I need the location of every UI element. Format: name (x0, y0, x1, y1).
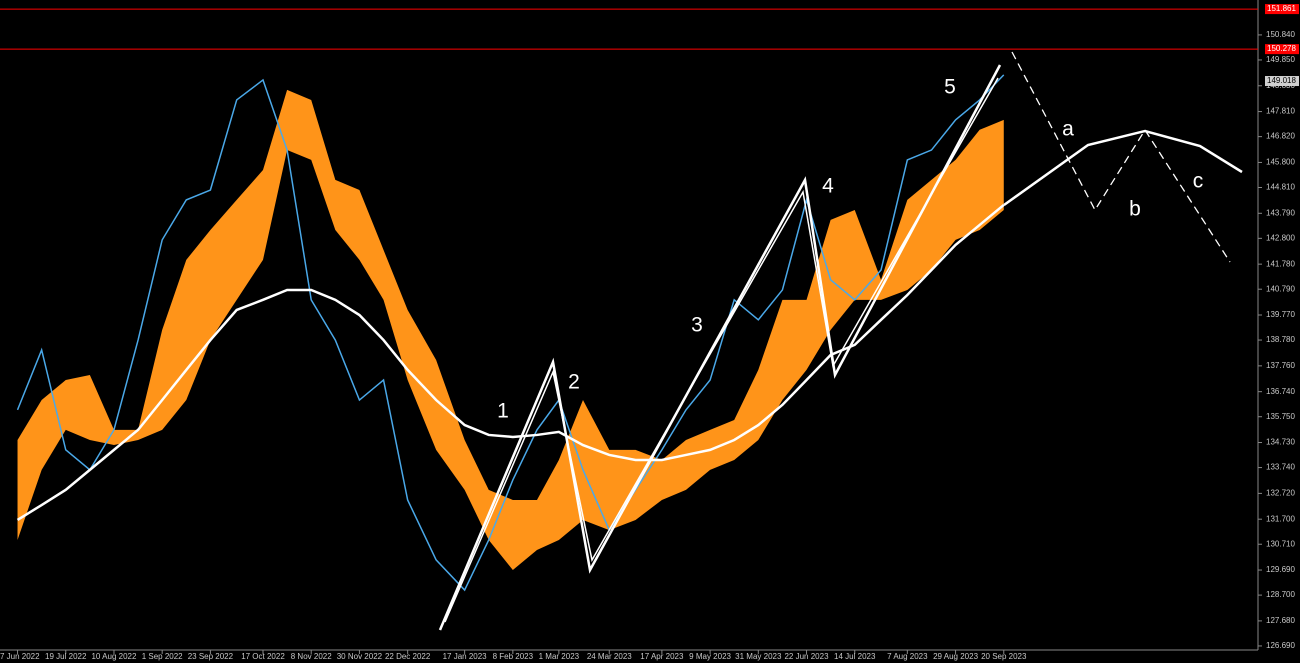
x-tick-label: 23 Sep 2022 (188, 652, 234, 661)
x-tick-label: 17 Apr 2023 (640, 652, 684, 661)
y-tick-label: 129.690 (1266, 565, 1295, 574)
x-tick-label: 31 May 2023 (735, 652, 782, 661)
y-tick-label: 145.800 (1266, 158, 1295, 167)
wave-drawings (438, 51, 1243, 631)
x-tick-label: 27 Jun 2022 (0, 652, 40, 661)
wave-label: 2 (568, 371, 580, 394)
moving-average (16, 203, 1005, 522)
price-level-label: 150.278 (1267, 44, 1296, 53)
y-tick-label: 132.720 (1266, 488, 1295, 497)
x-tick-label: 14 Jul 2023 (834, 652, 876, 661)
price-line (16, 74, 1005, 592)
last-price-tag (1265, 76, 1299, 87)
y-tick-label: 149.850 (1266, 55, 1295, 64)
wave-channel-line (444, 77, 999, 623)
x-tick-label: 17 Oct 2022 (241, 652, 285, 661)
x-tick-label: 9 May 2023 (689, 652, 731, 661)
x-tick-label: 17 Jan 2023 (443, 652, 488, 661)
x-tick-label: 24 Mar 2023 (587, 652, 632, 661)
correction-projection (1011, 51, 1231, 263)
x-tick-label: 8 Feb 2023 (493, 652, 534, 661)
y-tick-label: 139.770 (1266, 310, 1295, 319)
y-tick-label: 140.790 (1266, 284, 1295, 293)
wave-label: 5 (944, 76, 956, 99)
wave-label: c (1193, 170, 1204, 193)
y-tick-label: 144.810 (1266, 183, 1295, 192)
y-tick-label: 142.800 (1266, 233, 1295, 242)
wave-label: b (1129, 198, 1141, 221)
line-layer (16, 74, 1005, 592)
ichimoku-cloud (17, 89, 1004, 571)
x-tick-label: 1 Sep 2022 (142, 652, 183, 661)
y-tick-label: 133.740 (1266, 463, 1295, 472)
y-tick-label: 131.700 (1266, 514, 1295, 523)
wave-label: 3 (691, 314, 703, 337)
y-tick-label: 146.820 (1266, 132, 1295, 141)
y-tick-label: 135.750 (1266, 412, 1295, 421)
wave-label: a (1062, 118, 1074, 141)
price-level-tag (1265, 4, 1299, 15)
y-tick-label: 134.730 (1266, 438, 1295, 447)
last-price-label: 149.018 (1267, 76, 1296, 85)
ma-projection (1003, 129, 1243, 207)
price-level-tag (1265, 44, 1299, 55)
x-tick-label: 30 Nov 2022 (337, 652, 383, 661)
x-tick-label: 10 Aug 2022 (91, 652, 136, 661)
x-tick-label: 1 Mar 2023 (539, 652, 580, 661)
y-tick-label: 143.790 (1266, 208, 1295, 217)
wave-label: 4 (822, 175, 834, 198)
x-tick-label: 8 Nov 2022 (291, 652, 332, 661)
y-tick-label: 147.810 (1266, 107, 1295, 116)
wave-label: 1 (497, 400, 509, 423)
y-tick-label: 128.700 (1266, 590, 1295, 599)
x-tick-label: 20 Sep 2023 (981, 652, 1027, 661)
x-tick-label: 22 Jun 2023 (784, 652, 829, 661)
y-tick-label: 126.690 (1266, 641, 1295, 650)
x-tick-label: 22 Dec 2022 (385, 652, 431, 661)
cloud-layer (17, 89, 1004, 571)
x-tick-label: 29 Aug 2023 (933, 652, 978, 661)
y-tick-label: 137.760 (1266, 361, 1295, 370)
y-tick-label: 141.780 (1266, 259, 1295, 268)
y-tick-label: 138.780 (1266, 335, 1295, 344)
y-tick-label: 127.680 (1266, 616, 1295, 625)
y-tick-label: 150.840 (1266, 30, 1295, 39)
price-level-label: 151.861 (1267, 4, 1296, 13)
x-tick-label: 19 Jul 2022 (45, 652, 87, 661)
y-tick-label: 130.710 (1266, 539, 1295, 548)
y-tick-label: 136.740 (1266, 387, 1295, 396)
x-tick-label: 7 Aug 2023 (887, 652, 928, 661)
